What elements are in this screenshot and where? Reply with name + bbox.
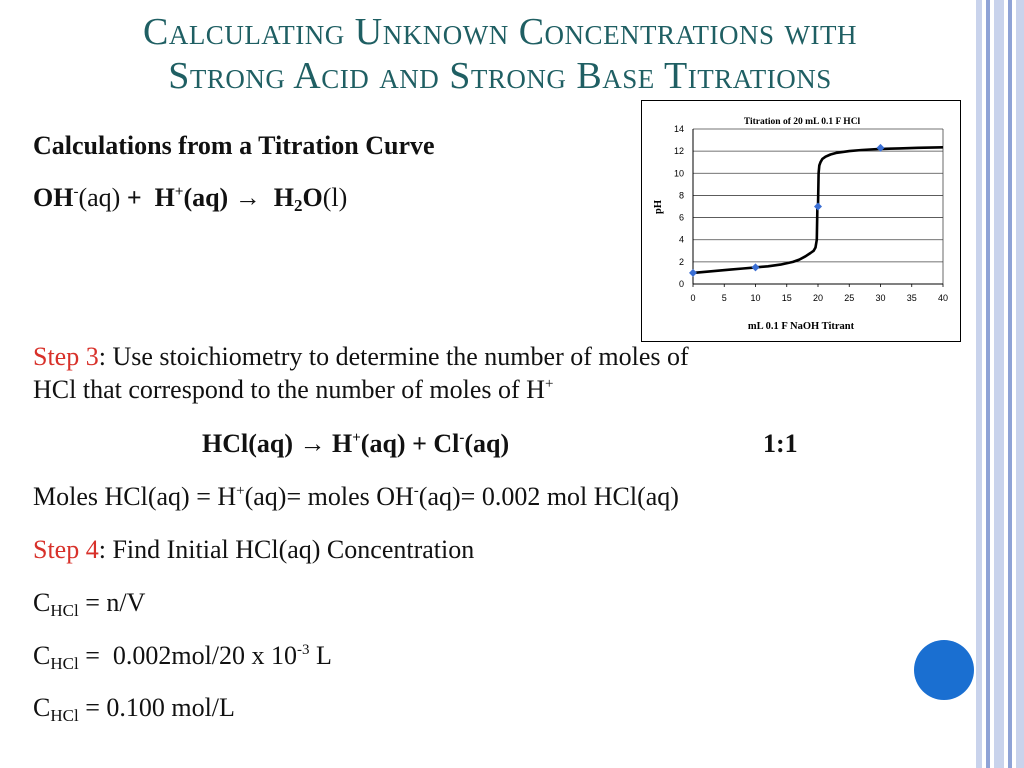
chart-y-axis-label: pH [653,200,664,214]
moles-equation: Moles HCl(aq) = H+(aq)= moles OH-(aq)= 0… [33,482,679,512]
titration-chart: Titration of 20 mL 0.1 F HCl mL 0.1 F Na… [641,100,961,342]
moles-oh-charge: - [413,483,419,499]
chart-x-tick-label: 30 [875,293,885,303]
chart-x-tick-label: 20 [813,293,823,303]
step3-h-charge: + [544,376,554,392]
chart-x-tick-label: 35 [907,293,917,303]
eq2-unit: L [309,641,332,670]
reaction-water-h: H [273,183,294,212]
step4-label: Step 4 [33,535,99,564]
concentration-formula: CHCl = n/V [33,588,146,620]
chart-data-point [751,263,760,272]
chart-x-tick-label: 25 [844,293,854,303]
titration-chart-svg: Titration of 20 mL 0.1 F HCl mL 0.1 F Na… [653,117,948,332]
moles-h-charge: + [236,483,245,499]
reaction-water-state: (l) [322,183,348,212]
subtitle: Calculations from a Titration Curve [33,131,435,160]
reaction-h: H [154,183,175,212]
step4-line: Step 4: Find Initial HCl(aq) Concentrati… [33,535,474,565]
chart-y-tick-label: 12 [674,146,684,156]
dissociation-cl-charge: - [459,430,465,446]
chart-y-tick-label: 8 [679,190,684,200]
reaction-water-sub: 2 [293,196,303,215]
dissociation-end: (aq) [464,429,510,458]
step4-text: : Find Initial HCl(aq) Concentration [98,535,475,564]
chart-y-tick-label: 0 [679,279,684,289]
moles-part2: (aq)= moles OH [244,482,414,511]
chart-y-tick-label: 4 [679,235,684,245]
chart-x-tick-label: 0 [690,293,695,303]
neutralization-reaction: OH-(aq) + H+(aq) → H2O(l) [33,183,348,215]
chart-x-tick-label: 10 [750,293,760,303]
chart-x-tick-label: 15 [782,293,792,303]
step3-label: Step 3 [33,342,99,371]
chart-y-tick-label: 10 [674,168,684,178]
reaction-oh-state: (aq) [78,183,121,212]
step3-text-cont: HCl that correspond to the number of mol… [33,375,545,404]
eq3-c: C [33,693,51,722]
reaction-plus: + [120,183,155,212]
eq2-sub: HCl [50,654,79,673]
reaction-water-o: O [302,183,323,212]
mole-ratio: 1:1 [763,429,798,458]
eq1-sub: HCl [50,601,79,620]
reaction-oh-charge: - [73,184,79,200]
chart-data-point [876,143,885,152]
moles-part1: Moles HCl(aq) = H [33,482,237,511]
eq3-rest: = 0.100 mol/L [78,693,235,722]
eq2-exponent: -3 [297,642,310,658]
chart-y-tick-label: 6 [679,213,684,223]
chart-y-tick-label: 2 [679,257,684,267]
eq1-rest: = n/V [78,588,146,617]
slide-title: Calculating Unknown Concentrations with … [20,10,980,98]
concentration-result: CHCl = 0.100 mol/L [33,693,235,725]
reaction-oh: OH [33,183,74,212]
dissociation-mid: (aq) + Cl [360,429,460,458]
reaction-h-charge: + [174,184,184,200]
eq2-rest: = 0.002mol/20 x 10 [78,641,298,670]
chart-data-point [689,268,697,277]
chart-x-tick-label: 5 [722,293,727,303]
eq1-c: C [33,588,51,617]
dissociation-hcl: HCl(aq) → H [202,429,353,458]
chart-y-tick-label: 14 [674,124,684,134]
dissociation-h-charge: + [352,430,361,446]
chart-data-point [814,202,822,211]
step3-text: : Use stoichiometry to determine the num… [98,342,689,371]
step3-line-2: HCl that correspond to the number of mol… [33,375,553,405]
decorative-border [976,0,1024,768]
moles-part3: (aq)= 0.002 mol HCl(aq) [418,482,679,511]
dissociation-equation: HCl(aq) → H+(aq) + Cl-(aq) [202,429,509,459]
reaction-h-state: (aq) → [183,183,274,212]
decorative-circle [914,640,974,700]
slide-title-line-1: Calculating Unknown Concentrations with [142,11,858,53]
eq2-c: C [33,641,51,670]
slide-title-line-2: Strong Acid and Strong Base Titrations [168,55,832,97]
concentration-substitution: CHCl = 0.002mol/20 x 10-3 L [33,641,332,673]
eq3-sub: HCl [50,706,79,725]
chart-x-axis-label: mL 0.1 F NaOH Titrant [748,321,855,332]
chart-x-tick-label: 40 [938,293,948,303]
chart-title: Titration of 20 mL 0.1 F HCl [744,117,861,127]
step3-line-1: Step 3: Use stoichiometry to determine t… [33,342,689,372]
